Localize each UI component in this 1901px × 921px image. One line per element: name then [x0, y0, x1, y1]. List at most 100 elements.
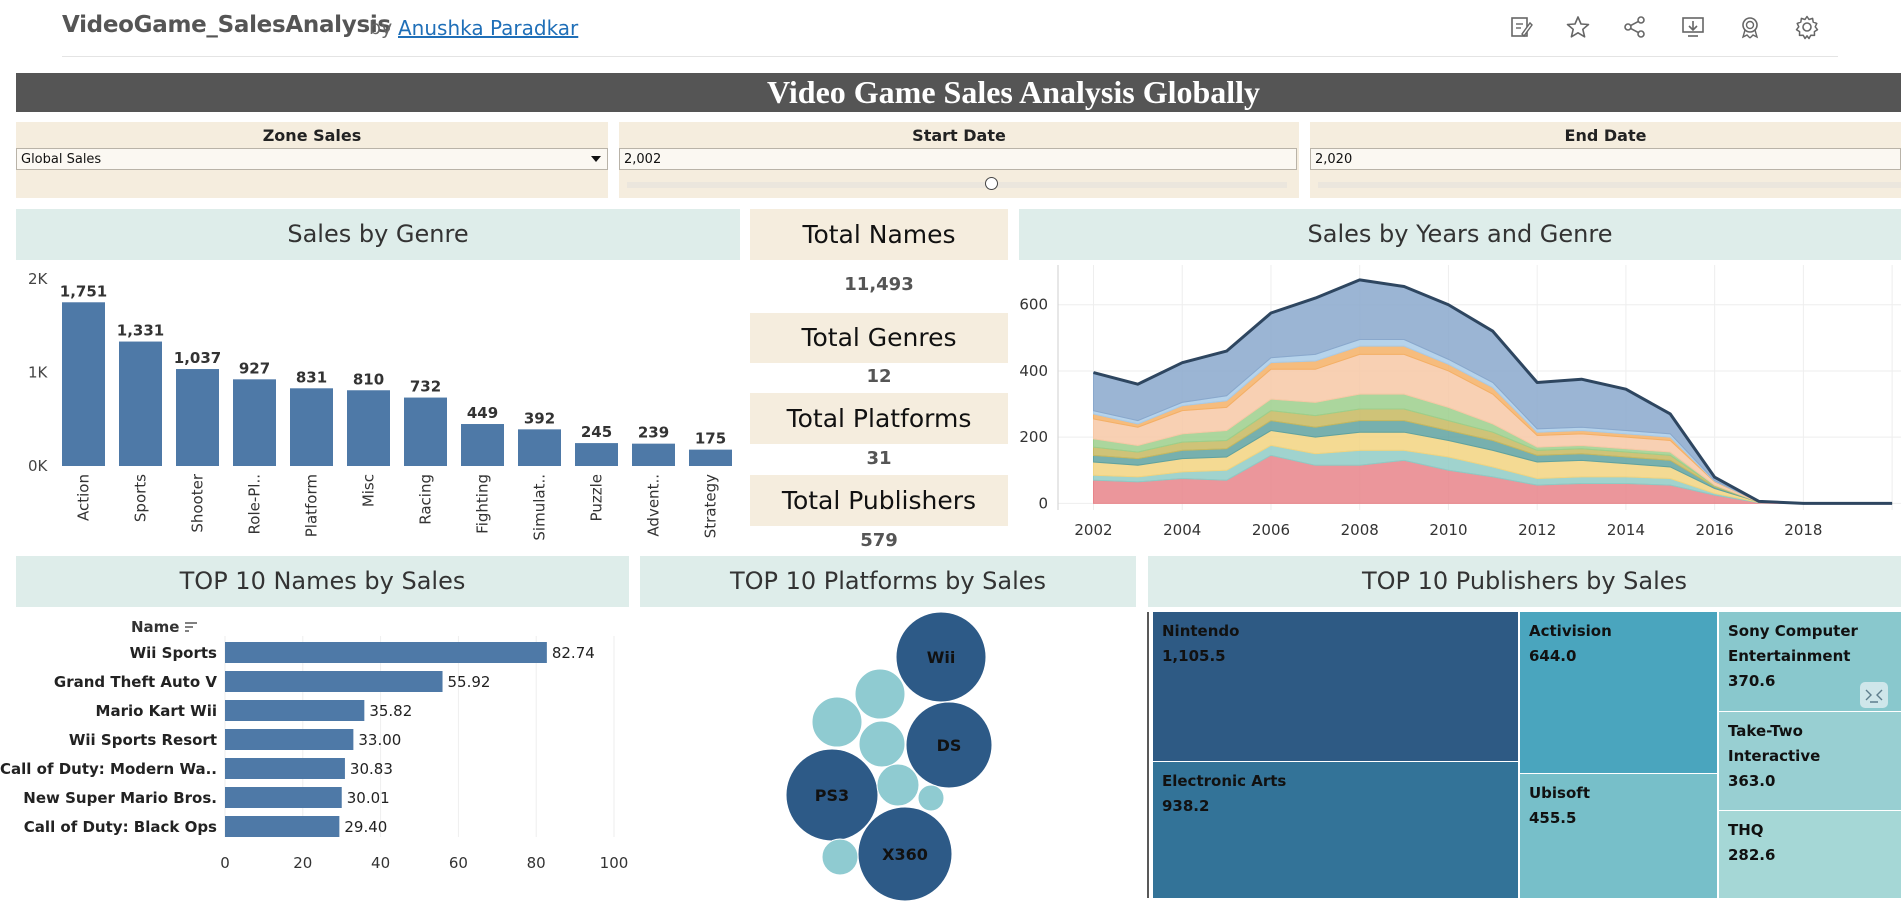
by-text: by: [369, 17, 393, 39]
publisher-tile: [1719, 811, 1901, 898]
expand-icon-glyph: [1865, 689, 1883, 703]
workbook-title: VideoGame_SalesAnalysis: [62, 12, 391, 38]
names-x-tick: 20: [293, 854, 312, 872]
genre-bar: [290, 388, 333, 466]
genre-data-label: 245: [581, 423, 612, 441]
genre-category-label: Platform: [303, 474, 321, 537]
platform-bubble: [821, 838, 859, 876]
genre-data-label: 831: [296, 368, 327, 386]
years-x-tick: 2004: [1163, 521, 1201, 539]
kpi-total-names-value: 11,493: [844, 274, 914, 295]
publisher-value: 644.0: [1529, 647, 1576, 665]
genre-data-label: 392: [524, 409, 555, 427]
header-divider: [62, 56, 1838, 57]
gear-icon[interactable]: [1794, 14, 1820, 40]
names-data-label: 29.40: [344, 818, 387, 836]
chevron-down-icon: [591, 156, 601, 162]
genre-bar: [518, 429, 561, 466]
names-category-label: Wii Sports: [130, 644, 217, 662]
names-bar: [225, 729, 354, 750]
names-x-tick: 60: [449, 854, 468, 872]
platform-bubble-label: PS3: [815, 786, 849, 805]
publisher-name: Take-Two Interactive: [1728, 722, 1820, 765]
start-date-filter: Start Date 2,002: [619, 122, 1299, 198]
publisher-value: 370.6: [1728, 672, 1775, 690]
publisher-tile: [1719, 712, 1901, 810]
names-category-label: Grand Theft Auto V: [54, 673, 217, 691]
edit-icon[interactable]: [1508, 14, 1534, 40]
publisher-name: Electronic Arts: [1162, 772, 1286, 790]
publisher-name: Sony Computer Entertainment: [1728, 622, 1858, 665]
genre-panel-title: Sales by Genre: [16, 209, 740, 260]
publisher-tile: [1520, 612, 1717, 773]
publisher-name: Nintendo: [1162, 622, 1239, 640]
genre-bar: [176, 369, 219, 466]
sales-by-years-genre-chart: 0 200 400 600 2002 2004 2006 2008 2010 2012 2014 20…: [1019, 265, 1901, 539]
publisher-tile: [1520, 774, 1717, 898]
top-bar: VideoGame_SalesAnalysis by Anushka Parad…: [0, 0, 1901, 58]
publishers-panel-title: TOP 10 Publishers by Sales: [1148, 556, 1901, 607]
start-date-input[interactable]: 2,002: [619, 148, 1297, 170]
names-panel-title: TOP 10 Names by Sales: [16, 556, 629, 607]
kpi-total-publishers-label: Total Publishers: [750, 475, 1008, 526]
genre-data-label: 1,037: [174, 349, 221, 367]
publisher-name-line: Entertainment: [1728, 647, 1850, 665]
names-data-label: 35.82: [369, 702, 412, 720]
genre-bar: [575, 443, 618, 466]
years-x-tick: 2010: [1429, 521, 1467, 539]
genre-bar: [233, 379, 276, 466]
expand-icon: [1860, 682, 1888, 708]
years-y-tick: 0: [1038, 494, 1048, 512]
genre-bar: [461, 424, 504, 466]
publisher-value: 938.2: [1162, 797, 1209, 815]
names-category-label: Mario Kart Wii: [96, 702, 217, 720]
zone-sales-filter: Zone Sales Global Sales: [16, 122, 608, 198]
genre-category-label: Shooter: [189, 473, 207, 532]
publisher-name: Activision: [1529, 622, 1612, 640]
genre-category-label: Role-Pl..: [246, 474, 264, 534]
genre-data-label: 449: [467, 404, 498, 422]
sales-by-genre-chart: 0K 1K 2K 1,751 Action 1,331 Sports 1,037 Shooter…: [28, 270, 732, 541]
start-date-value: 2,002: [624, 152, 662, 167]
years-total-line: [1093, 278, 1893, 505]
end-date-label: End Date: [1564, 126, 1647, 145]
years-x-tick: 2012: [1518, 521, 1556, 539]
names-data-label: 55.92: [448, 673, 491, 691]
genre-bar: [119, 341, 162, 466]
top-platforms-chart: Wii DS PS3 X360: [785, 611, 993, 902]
zone-sales-dropdown[interactable]: Global Sales: [16, 148, 608, 170]
kpi-total-platforms-value: 31: [866, 448, 892, 466]
genre-data-label: 810: [353, 370, 384, 388]
start-date-slider-handle[interactable]: [985, 177, 998, 190]
platform-bubble: [917, 784, 945, 812]
end-date-slider[interactable]: [1318, 182, 1901, 188]
expand-icon-bg: [1860, 682, 1888, 708]
names-bar: [225, 758, 345, 779]
platform-bubble-label: X360: [882, 845, 928, 864]
zone-sales-label: Zone Sales: [262, 126, 362, 145]
platform-bubble: [895, 611, 987, 703]
genre-category-label: Simulat..: [531, 474, 549, 541]
genre-category-label: Racing: [417, 474, 435, 525]
publisher-name-line: Sony Computer: [1728, 622, 1858, 640]
download-icon[interactable]: [1680, 14, 1706, 40]
publisher-tile: [1153, 762, 1518, 898]
platform-bubble-label: DS: [937, 736, 962, 755]
names-bar: [225, 671, 443, 692]
kpi-total-publishers-value: 579: [860, 530, 898, 547]
genre-data-label: 239: [638, 424, 669, 442]
start-date-slider[interactable]: [627, 182, 1287, 188]
share-icon[interactable]: [1622, 14, 1648, 40]
names-x-tick: 0: [220, 854, 230, 872]
star-icon[interactable]: [1565, 14, 1591, 40]
end-date-input[interactable]: 2,020: [1310, 148, 1901, 170]
names-category-label: New Super Mario Bros.: [23, 789, 217, 807]
genre-bar: [689, 449, 732, 466]
author-link[interactable]: Anushka Paradkar: [398, 16, 579, 40]
names-x-tick: 100: [600, 854, 629, 872]
badge-icon[interactable]: [1737, 14, 1763, 40]
genre-data-label: 1,751: [60, 282, 107, 300]
genre-category-label: Fighting: [474, 474, 492, 534]
genre-category-label: Sports: [132, 474, 150, 522]
genre-category-label: Misc: [360, 474, 378, 507]
